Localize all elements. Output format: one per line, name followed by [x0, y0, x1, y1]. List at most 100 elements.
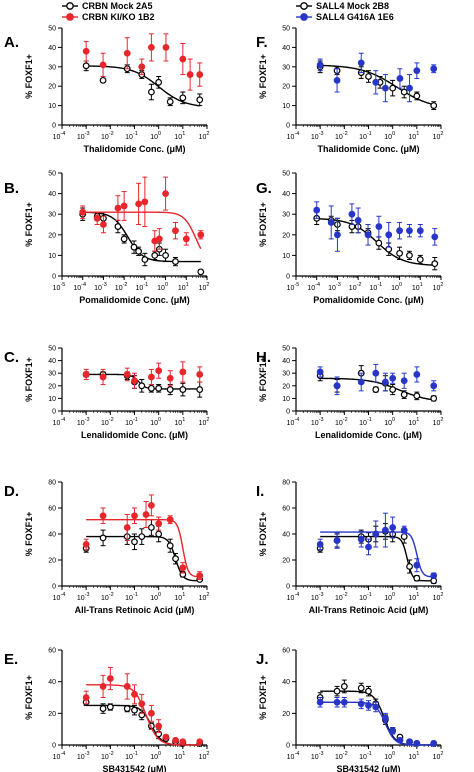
- x-tick-label: 10-2: [101, 592, 114, 602]
- data-point: [396, 227, 403, 235]
- data-point: [162, 733, 170, 741]
- x-tick-exponent: 0: [392, 751, 395, 757]
- x-tick-exponent: -1: [367, 131, 372, 137]
- x-tick-exponent: -4: [81, 282, 86, 288]
- data-point: [79, 208, 87, 216]
- x-tick-label: 101: [178, 282, 189, 292]
- data-point: [416, 227, 424, 235]
- data-point: [135, 247, 143, 255]
- data-point: [375, 239, 383, 247]
- x-tick-exponent: -3: [319, 751, 324, 757]
- y-tick-label: 30: [48, 212, 56, 219]
- y-tick-label: 20: [48, 383, 56, 390]
- data-point: [106, 703, 114, 711]
- x-tick-label: 10-3: [311, 131, 324, 141]
- x-axis-title: Pomalidomide Conc. (μM): [79, 295, 190, 305]
- y-tick-label: 0: [286, 123, 290, 130]
- x-tick-label: 101: [408, 417, 419, 427]
- data-point: [99, 76, 107, 84]
- y-tick-label: 0: [286, 584, 290, 591]
- series-1: [82, 494, 204, 580]
- x-tick-exponent: 1: [186, 282, 189, 288]
- data-point: [430, 65, 438, 73]
- x-tick-label: 10-2: [335, 417, 348, 427]
- data-point: [147, 709, 155, 717]
- y-tick-label: 0: [286, 743, 290, 750]
- x-tick-exponent: -2: [123, 282, 128, 288]
- data-point: [385, 231, 393, 239]
- data-point: [186, 71, 194, 78]
- data-point: [430, 572, 438, 579]
- y-axis-title: % FOXF1+: [24, 357, 34, 402]
- x-tick-exponent: -5: [60, 282, 65, 288]
- data-point: [155, 520, 163, 527]
- y-tick-label: 20: [282, 711, 290, 718]
- x-tick-exponent: 2: [440, 417, 443, 423]
- x-tick-label: 10-3: [77, 417, 90, 427]
- x-tick-exponent: -1: [143, 282, 148, 288]
- series-0: [316, 679, 438, 747]
- data-point: [142, 511, 150, 518]
- data-point: [141, 256, 149, 263]
- data-point: [82, 541, 90, 548]
- x-tick-label: 10-1: [359, 131, 372, 141]
- y-axis-title: % FOXF1+: [24, 54, 34, 99]
- y-tick-label: 30: [282, 64, 290, 71]
- x-tick-exponent: 2: [206, 592, 209, 598]
- data-point: [179, 386, 187, 393]
- y-tick-label: 20: [48, 558, 56, 565]
- data-point: [179, 738, 187, 746]
- data-point: [130, 243, 138, 251]
- y-tick-label: 60: [48, 648, 56, 655]
- x-tick-label: 10-2: [335, 751, 348, 761]
- x-tick-label: 102: [199, 751, 210, 761]
- data-point: [389, 386, 397, 393]
- y-axis-title: % FOXF1+: [258, 54, 268, 99]
- y-tick-label: 50: [282, 171, 290, 178]
- x-axis-title: Thalidomide Conc. (μM): [83, 144, 185, 154]
- data-point: [357, 378, 365, 386]
- y-tick-label: 20: [48, 84, 56, 91]
- x-axis-title: SB431542 (μM): [336, 764, 400, 772]
- x-tick-label: 10-1: [125, 131, 138, 141]
- data-point: [100, 221, 107, 228]
- x-tick-label: 102: [199, 417, 210, 427]
- series-1: [82, 361, 204, 389]
- x-tick-exponent: -4: [294, 417, 299, 423]
- x-tick-label: 10-4: [287, 592, 300, 602]
- data-point: [365, 73, 372, 80]
- data-point: [114, 223, 122, 230]
- data-point: [416, 256, 424, 263]
- data-point: [123, 371, 131, 378]
- series-1: [79, 176, 205, 252]
- panel-letter: C.: [4, 349, 19, 366]
- data-point: [357, 535, 365, 543]
- y-tick-label: 0: [52, 123, 56, 130]
- y-tick-label: 30: [48, 371, 56, 378]
- data-point: [413, 92, 421, 100]
- x-tick-label: 102: [433, 592, 444, 602]
- x-tick-label: 10-1: [125, 592, 138, 602]
- legend-right-label-0: SALL4 Mock 2B8: [316, 1, 389, 11]
- y-tick-label: 10: [282, 253, 290, 260]
- y-axis-title: % FOXF1+: [258, 512, 268, 557]
- x-tick-label: 102: [199, 592, 210, 602]
- data-point: [131, 706, 138, 714]
- x-tick-label: 10-3: [77, 592, 90, 602]
- data-point: [400, 526, 408, 534]
- y-tick-label: 60: [48, 506, 56, 513]
- y-tick-label: 30: [282, 212, 290, 219]
- x-tick-label: 101: [174, 592, 185, 602]
- x-axis-title: Pomalidomide Conc. (μM): [313, 295, 424, 305]
- x-axis-title: Thalidomide Conc. (μM): [317, 144, 419, 154]
- x-tick-label: 10-2: [115, 282, 128, 292]
- y-tick-label: 20: [282, 558, 290, 565]
- panel-letter: B.: [4, 180, 19, 197]
- y-tick-label: 40: [282, 45, 290, 52]
- data-point: [372, 78, 380, 86]
- x-tick-label: 10-3: [311, 751, 324, 761]
- x-tick-label: 10-1: [359, 751, 372, 761]
- data-point: [357, 59, 365, 67]
